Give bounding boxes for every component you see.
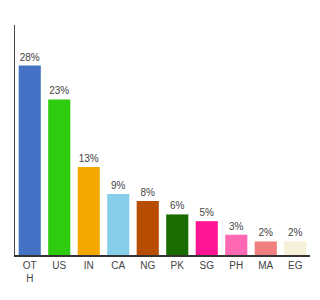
- svg-text:23%: 23%: [49, 85, 69, 96]
- svg-text:MA: MA: [258, 260, 273, 271]
- svg-text:5%: 5%: [199, 207, 214, 218]
- svg-text:3%: 3%: [229, 221, 244, 232]
- svg-text:8%: 8%: [140, 187, 155, 198]
- svg-text:6%: 6%: [170, 200, 185, 211]
- svg-text:2%: 2%: [288, 227, 303, 238]
- svg-text:PK: PK: [171, 260, 185, 271]
- svg-text:OTH: OTH: [23, 260, 37, 284]
- svg-text:13%: 13%: [79, 153, 99, 164]
- svg-text:IN: IN: [84, 260, 94, 271]
- svg-text:US: US: [52, 260, 66, 271]
- svg-text:9%: 9%: [111, 180, 126, 191]
- svg-text:NG: NG: [140, 260, 155, 271]
- svg-text:CA: CA: [111, 260, 125, 271]
- svg-text:EG: EG: [288, 260, 303, 271]
- svg-text:28%: 28%: [20, 52, 40, 63]
- svg-text:SG: SG: [200, 260, 215, 271]
- svg-text:PH: PH: [229, 260, 243, 271]
- svg-text:2%: 2%: [258, 227, 273, 238]
